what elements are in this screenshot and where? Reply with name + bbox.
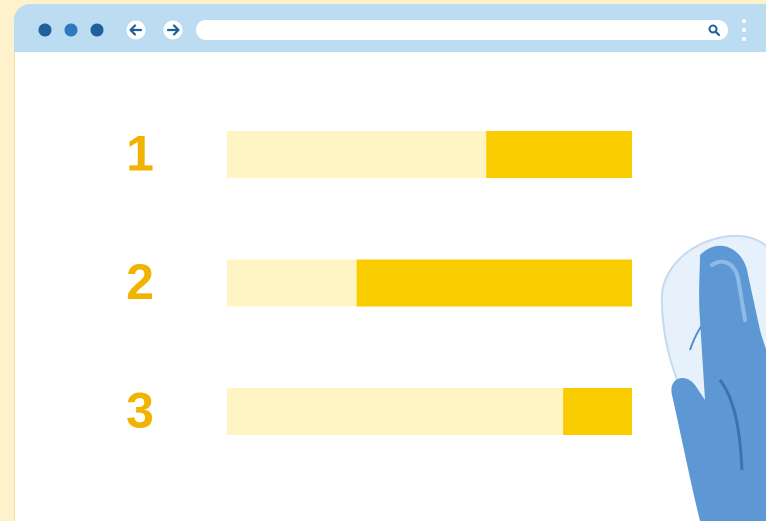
back-button[interactable]: [127, 21, 146, 40]
bar: [563, 388, 632, 435]
address-bar[interactable]: [196, 20, 728, 40]
forward-button[interactable]: [164, 21, 183, 40]
window-dot: [39, 24, 52, 37]
page: 123 (() => { const data = JSON.parse(doc…: [0, 0, 766, 521]
menu-icon[interactable]: [742, 19, 746, 41]
bar: [486, 131, 632, 178]
window-dot: [91, 24, 104, 37]
category-label: 1: [126, 126, 154, 182]
bar: [357, 260, 632, 307]
window-dot: [65, 24, 78, 37]
category-label: 3: [126, 383, 154, 439]
illustration: 1 2 3: [0, 0, 766, 521]
category-label: 2: [126, 254, 154, 310]
